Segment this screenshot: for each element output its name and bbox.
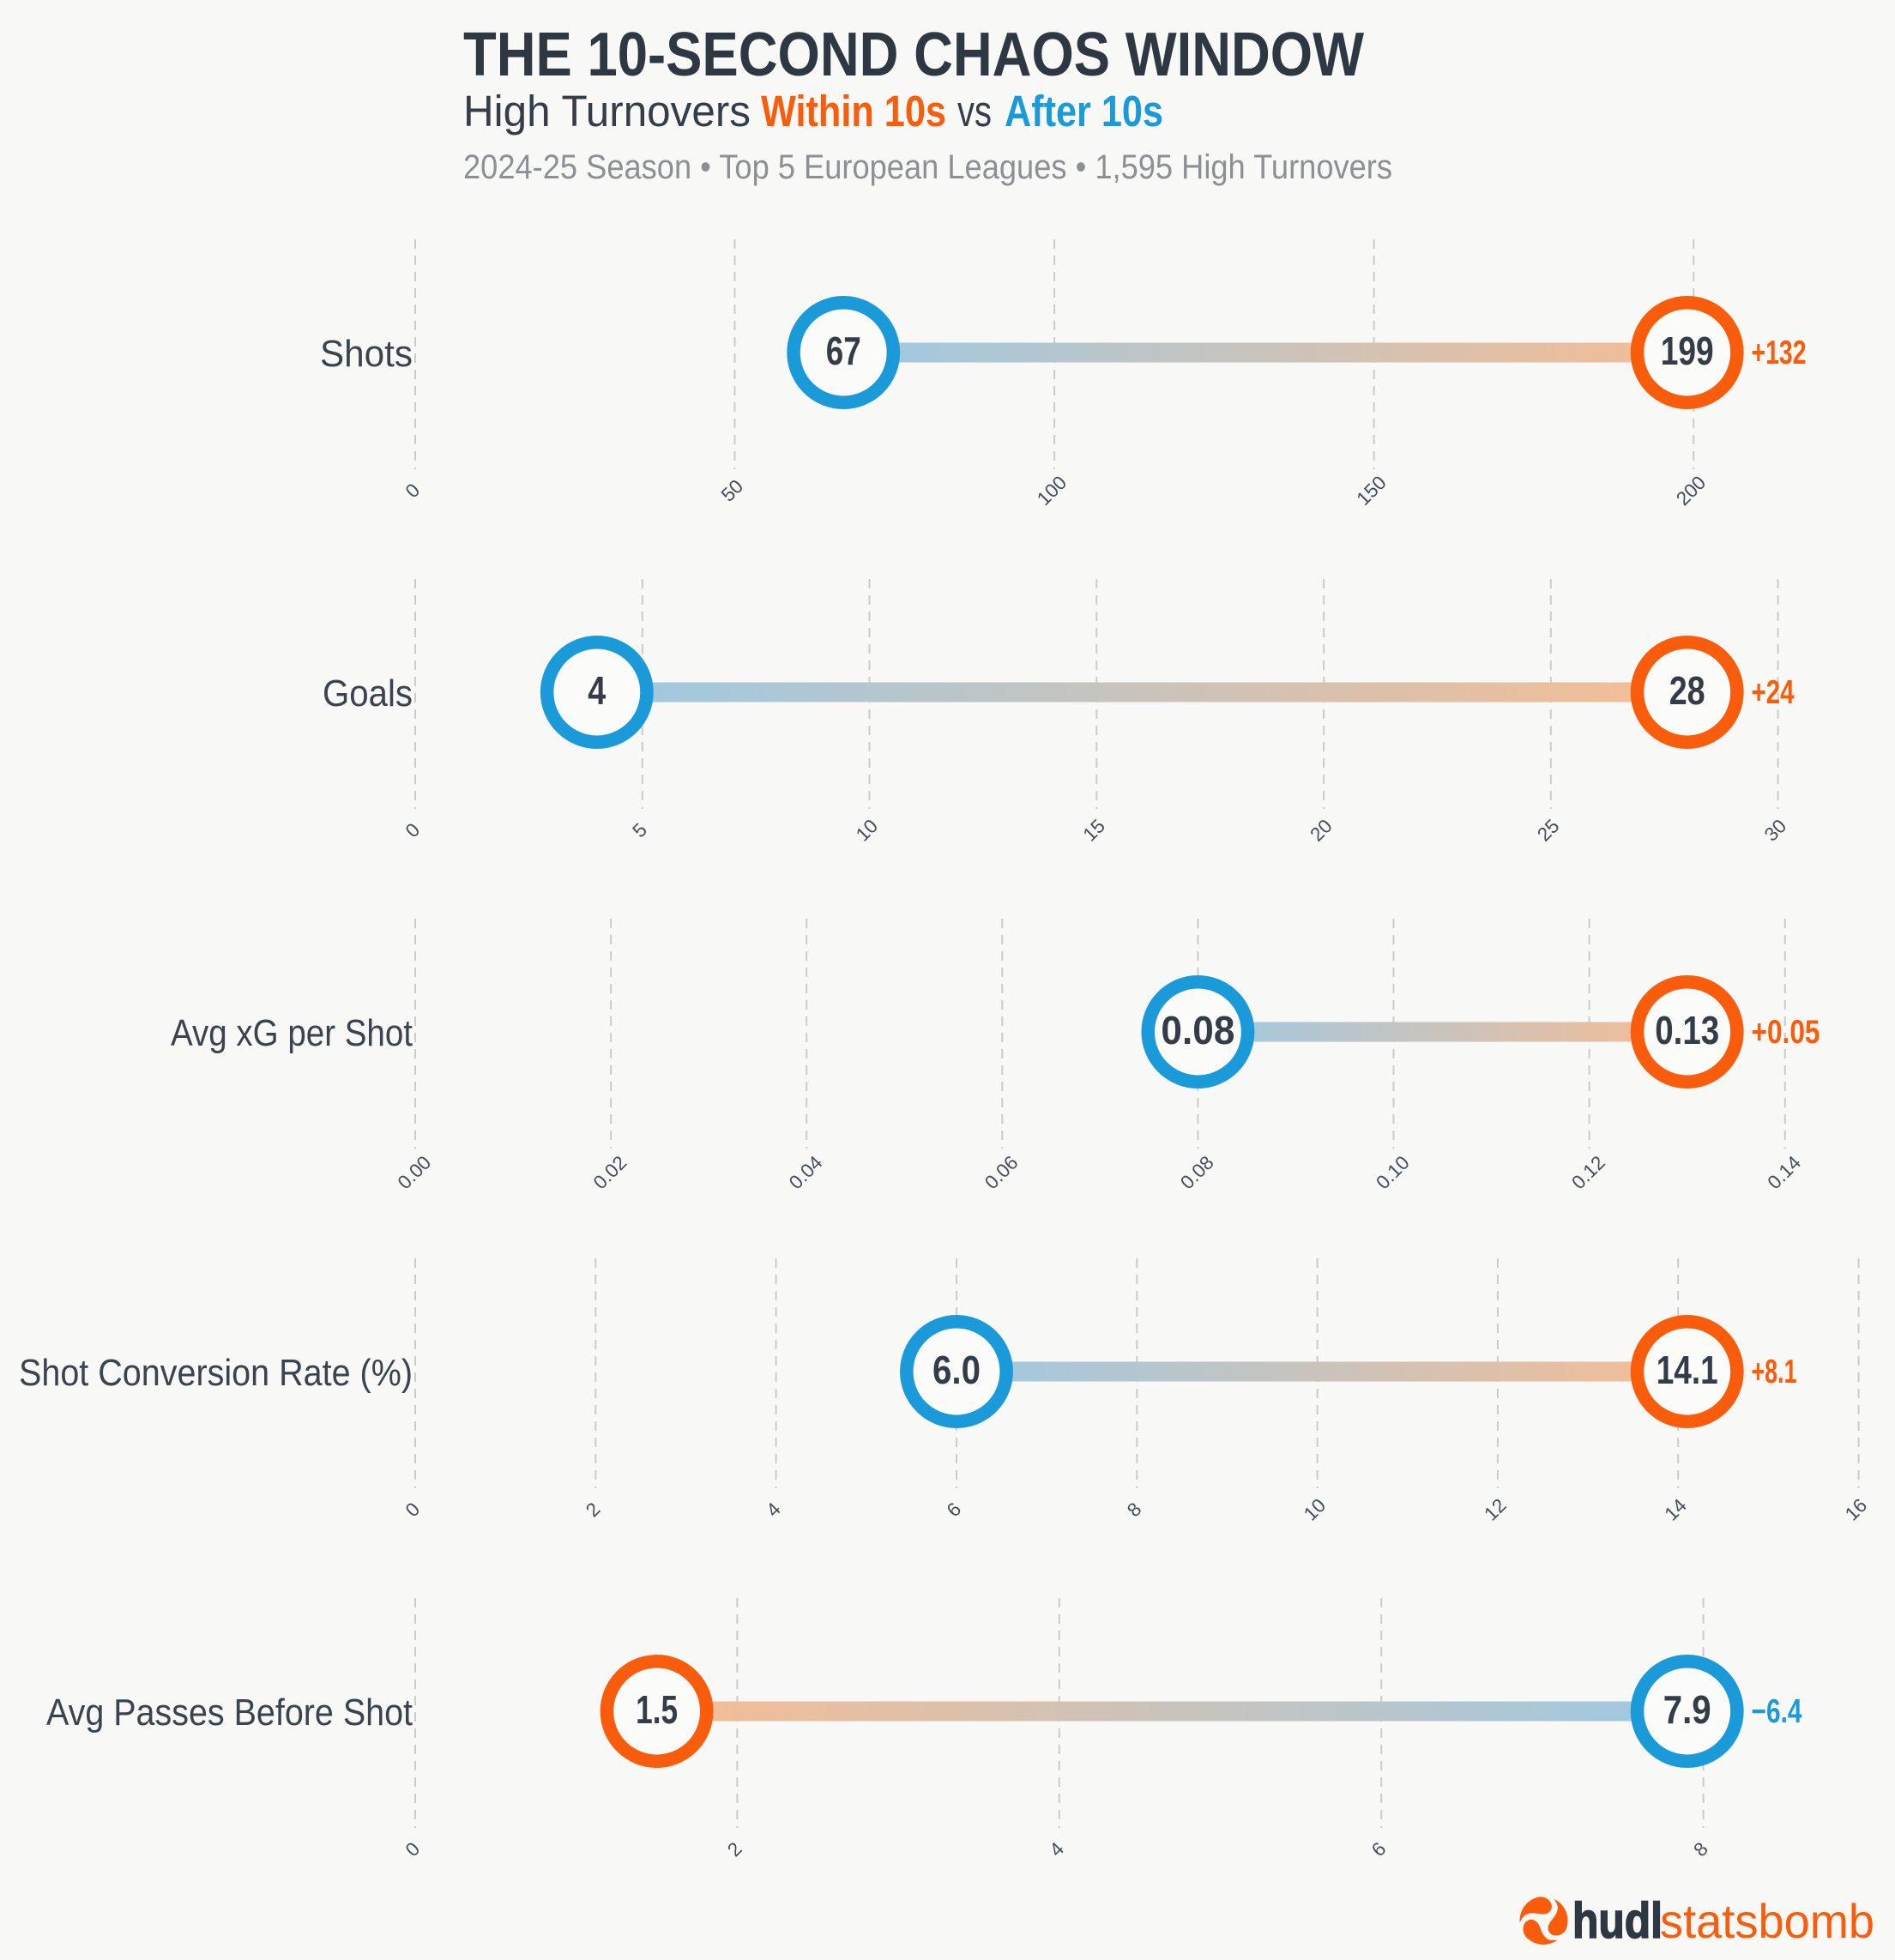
svg-text:+0.05: +0.05 <box>1752 1014 1820 1051</box>
svg-text:Avg xG per Shot: Avg xG per Shot <box>171 1012 413 1054</box>
svg-text:14.1: 14.1 <box>1657 1348 1718 1392</box>
svg-text:4: 4 <box>588 668 606 713</box>
svg-text:+132: +132 <box>1752 335 1807 371</box>
svg-text:28: 28 <box>1669 668 1705 713</box>
svg-text:statsbomb: statsbomb <box>1660 1894 1874 1948</box>
svg-text:199: 199 <box>1661 329 1714 373</box>
svg-text:1.5: 1.5 <box>636 1687 678 1732</box>
svg-text:+24: +24 <box>1752 674 1795 711</box>
svg-text:vs: vs <box>957 87 992 136</box>
svg-text:Shot Conversion Rate (%): Shot Conversion Rate (%) <box>19 1352 413 1394</box>
svg-text:High Turnovers: High Turnovers <box>463 87 751 136</box>
svg-text:7.9: 7.9 <box>1663 1687 1711 1732</box>
svg-text:2024-25 Season • Top 5 Europea: 2024-25 Season • Top 5 European Leagues … <box>463 148 1392 186</box>
svg-text:67: 67 <box>826 329 861 373</box>
svg-text:−6.4: −6.4 <box>1752 1693 1802 1730</box>
svg-text:+8.1: +8.1 <box>1752 1354 1797 1390</box>
svg-text:Goals: Goals <box>323 672 413 715</box>
svg-text:0.13: 0.13 <box>1655 1008 1719 1052</box>
svg-text:0.08: 0.08 <box>1161 1008 1234 1052</box>
svg-text:Avg Passes Before Shot: Avg Passes Before Shot <box>46 1692 413 1734</box>
svg-text:6.0: 6.0 <box>932 1348 981 1392</box>
svg-text:hudl: hudl <box>1572 1893 1663 1949</box>
svg-text:After 10s: After 10s <box>1005 87 1163 136</box>
svg-text:Shots: Shots <box>320 333 413 375</box>
svg-text:THE 10-SECOND CHAOS WINDOW: THE 10-SECOND CHAOS WINDOW <box>463 21 1364 89</box>
svg-text:Within 10s: Within 10s <box>761 87 946 136</box>
